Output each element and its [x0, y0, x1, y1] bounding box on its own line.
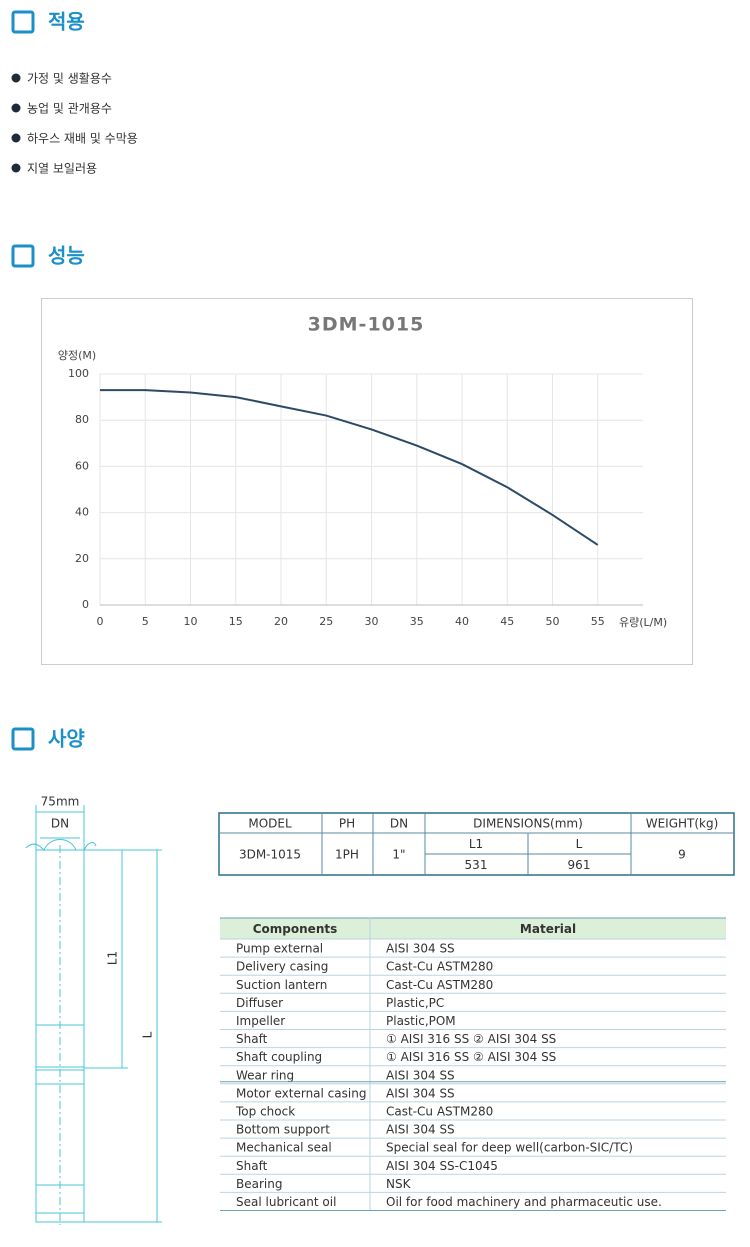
x-tick-label: 15: [229, 615, 243, 628]
component-name: Delivery casing: [236, 960, 328, 974]
spec-cell: 9: [678, 848, 686, 862]
chart-frame: [41, 298, 693, 665]
component-name: Impeller: [236, 1014, 285, 1028]
component-name: Shaft: [236, 1159, 268, 1173]
chart-title: 3DM-1015: [308, 314, 425, 336]
components-header: Components: [253, 922, 338, 936]
l1-label: L1: [106, 951, 120, 965]
x-tick-label: 55: [591, 615, 605, 628]
spec-cell: 1PH: [335, 848, 359, 862]
bullet: [11, 163, 21, 173]
section-icon: [11, 10, 35, 34]
x-tick-label: 10: [184, 615, 198, 628]
component-name: Suction lantern: [236, 978, 327, 992]
section-icon: [11, 244, 35, 268]
component-material: ① AISI 316 SS ② AISI 304 SS: [386, 1050, 556, 1064]
components-header: Material: [520, 922, 576, 936]
x-tick-label: 35: [410, 615, 424, 628]
component-name: Mechanical seal: [236, 1141, 332, 1155]
dn-label: DN: [51, 817, 69, 831]
component-material: Cast-Cu ASTM280: [386, 1104, 493, 1118]
spec-header: DIMENSIONS(mm): [473, 817, 583, 831]
x-tick-label: 20: [274, 615, 288, 628]
component-material: Plastic,PC: [386, 996, 444, 1010]
coupling: [35, 1069, 85, 1085]
y-tick-label: 40: [75, 506, 89, 519]
spec-cell: 3DM-1015: [239, 848, 301, 862]
component-name: Motor external casing: [236, 1086, 366, 1100]
component-material: Cast-Cu ASTM280: [386, 960, 493, 974]
component-name: Shaft: [236, 1032, 268, 1046]
application-item: 가정 및 생활용수: [27, 72, 112, 86]
section-title: 사양: [48, 727, 85, 751]
component-material: Special seal for deep well(carbon-SIC/TC…: [386, 1141, 633, 1155]
x-tick-label: 50: [546, 615, 560, 628]
x-tick-label: 0: [97, 615, 104, 628]
section-title: 성능: [48, 244, 85, 268]
application-item: 농업 및 관개용수: [27, 102, 112, 116]
bottom-cap: [35, 1184, 85, 1214]
component-material: Oil for food machinery and pharmaceutic …: [386, 1195, 662, 1209]
pump-outlet: [43, 839, 77, 851]
y-tick-label: 80: [75, 413, 89, 426]
component-name: Wear ring: [236, 1068, 294, 1082]
x-tick-label: 45: [500, 615, 514, 628]
component-name: Bottom support: [236, 1123, 330, 1137]
spec-header: DN: [390, 817, 408, 831]
spec-subheader: L1: [469, 837, 483, 851]
components-header-bg: [220, 918, 726, 939]
x-axis-label: 유량(L/M): [619, 616, 667, 629]
section-title: 적용: [48, 10, 85, 34]
component-material: AISI 304 SS: [386, 1068, 455, 1082]
component-name: Shaft coupling: [236, 1050, 322, 1064]
component-name: Seal lubricant oil: [236, 1195, 336, 1209]
application-item: 지열 보일러용: [27, 162, 97, 176]
spec-cell: 961: [568, 858, 591, 872]
component-material: Cast-Cu ASTM280: [386, 978, 493, 992]
component-material: AISI 304 SS: [386, 942, 455, 956]
component-material: AISI 304 SS: [386, 1086, 455, 1100]
y-tick-label: 20: [75, 552, 89, 565]
data-line: [100, 389, 599, 546]
bullet: [11, 73, 21, 83]
suction-screen: [35, 1024, 85, 1068]
spec-header: PH: [339, 817, 355, 831]
x-tick-label: 25: [319, 615, 333, 628]
spec-header: WEIGHT(kg): [646, 817, 719, 831]
bullet: [11, 103, 21, 113]
l-label: L: [141, 1031, 155, 1038]
pump-diagram: 75mm DN L1 L: [25, 795, 162, 1225]
spec-subheader: L: [576, 837, 583, 851]
section-icon: [11, 727, 35, 751]
component-material: NSK: [386, 1177, 412, 1191]
component-material: ① AISI 316 SS ② AISI 304 SS: [386, 1032, 556, 1046]
y-tick-label: 100: [68, 367, 89, 380]
spec-cell: 1": [392, 848, 405, 862]
application-item: 하우스 재배 및 수막용: [27, 132, 138, 146]
component-material: AISI 304 SS: [386, 1123, 455, 1137]
component-name: Top chock: [235, 1104, 295, 1118]
x-tick-label: 30: [365, 615, 379, 628]
component-material: AISI 304 SS-C1045: [386, 1159, 498, 1173]
spec-header: MODEL: [248, 817, 292, 831]
bullet: [11, 133, 21, 143]
component-name: Bearing: [236, 1177, 282, 1191]
y-axis-label: 양정(M): [58, 349, 96, 362]
spec-cell: 531: [465, 858, 488, 872]
x-tick-label: 40: [455, 615, 469, 628]
component-name: Pump external: [236, 942, 323, 956]
width-label: 75mm: [41, 795, 80, 809]
y-tick-label: 0: [82, 598, 89, 611]
spec-table-frame: [218, 812, 735, 876]
component-name: Diffuser: [236, 996, 283, 1010]
component-material: Plastic,POM: [386, 1014, 456, 1028]
x-tick-label: 5: [142, 615, 149, 628]
y-tick-label: 60: [75, 459, 89, 472]
